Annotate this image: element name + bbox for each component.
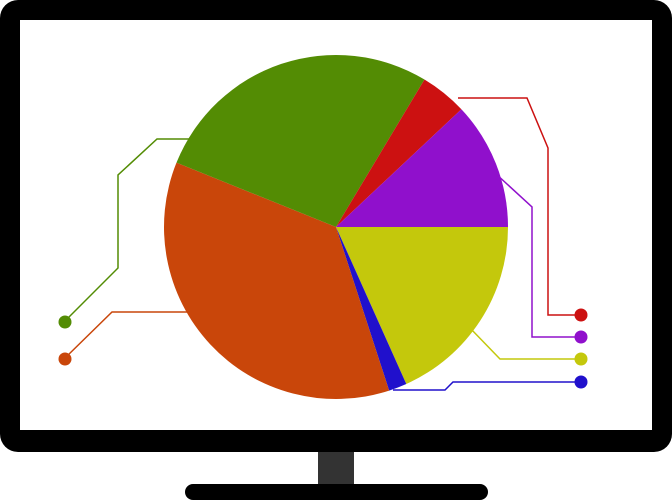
dot-yellow	[574, 352, 588, 366]
dot-purple	[574, 330, 588, 344]
pie-chart	[164, 54, 508, 400]
leader-line-green	[64, 138, 190, 322]
leader-line-orange	[64, 311, 190, 359]
pie-slice-red	[336, 79, 462, 227]
pie-slice-orange	[164, 162, 390, 400]
dot-green	[58, 315, 72, 329]
dot-orange	[58, 352, 72, 366]
dot-red	[574, 308, 588, 322]
pie-slice-blue	[336, 227, 407, 391]
leader-line-red	[458, 97, 581, 316]
monitor-base	[185, 484, 488, 500]
pie-slice-green	[176, 54, 425, 227]
pie-slice-yellow	[336, 227, 508, 384]
leader-line-purple	[494, 172, 581, 338]
pie-slice-purple	[336, 109, 508, 227]
leader-line-yellow	[469, 327, 581, 360]
leader-dots	[58, 308, 588, 389]
leader-line-blue	[393, 381, 581, 391]
dot-blue	[574, 375, 588, 389]
leader-lines	[64, 97, 581, 391]
monitor-neck	[318, 445, 354, 489]
